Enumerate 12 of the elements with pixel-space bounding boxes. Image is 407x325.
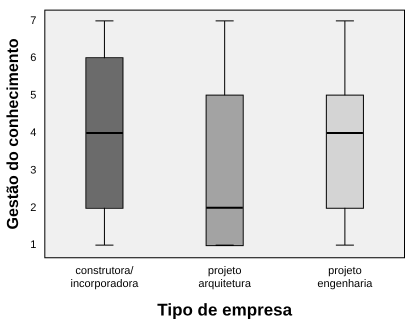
y-tick-label: 6	[30, 52, 36, 64]
y-tick-label: 2	[30, 202, 36, 214]
y-tick-label: 3	[30, 164, 36, 176]
x-axis-title: Tipo de empresa	[157, 300, 293, 320]
y-tick-label: 5	[30, 90, 36, 102]
y-tick-label: 4	[30, 126, 36, 139]
y-tick-label: 1	[30, 239, 36, 252]
x-tick-label: projeto engenharia	[317, 264, 374, 290]
x-tick-label: projeto arquitetura	[198, 264, 252, 290]
y-axis-title: Gestão do conhecimento	[5, 38, 22, 230]
y-tick-label: 7	[30, 14, 36, 27]
x-tick-label: construtora/ incorporadora	[70, 264, 140, 290]
